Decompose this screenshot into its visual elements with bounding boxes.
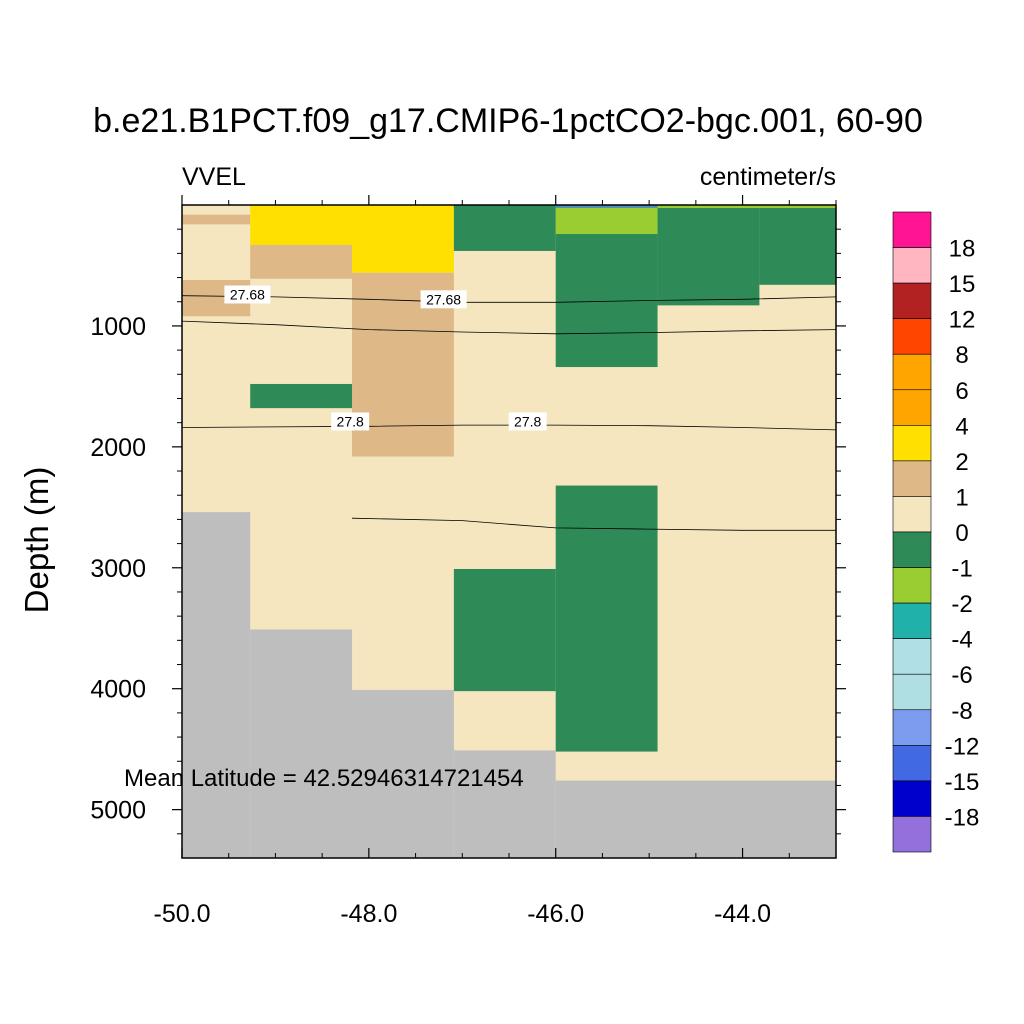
contour-label-0-0: 27.68	[230, 286, 265, 302]
contour-label-box-0-0	[224, 285, 271, 304]
land-cell-3	[453, 750, 556, 858]
colorbar-label-3: 8	[955, 342, 968, 369]
field-cell-4	[352, 244, 454, 273]
field-cell-1	[182, 214, 251, 225]
x-tick-label-1: -48.0	[340, 900, 397, 928]
contour-label-2-1: 27.8	[514, 413, 541, 429]
y-tick-label-0: 1000	[90, 313, 146, 341]
density-contours: 27.68 27.68 27.8 27.8	[181, 285, 837, 531]
colorbar-label-15: -15	[945, 769, 980, 796]
x-tick-label-0: -50.0	[154, 900, 211, 928]
field-cell-5	[250, 244, 353, 279]
colorbar-box-14	[892, 709, 932, 746]
colorbar-box-10	[892, 567, 932, 604]
colorbar-label-16: -18	[945, 804, 980, 831]
field-cell-12	[759, 205, 836, 285]
colorbar-box-15	[892, 745, 932, 782]
y-tick-label-3: 4000	[90, 676, 146, 704]
surface-strip-1	[555, 205, 658, 208]
colorbar-label-0: 18	[949, 236, 976, 263]
surface-strip-2	[657, 205, 836, 208]
land-cell-1	[250, 629, 353, 858]
colorbar-box-0	[892, 211, 932, 248]
colorbar-label-14: -12	[945, 733, 980, 760]
colorbar-label-13: -8	[951, 698, 972, 725]
colorbar-box-7	[892, 460, 932, 497]
field-cell-13	[555, 485, 658, 752]
contour-label-2-0: 27.8	[337, 413, 364, 429]
axis-ticks: -50.0 -48.0 -46.0 -44.0 1000 2000 3000 4000 5000	[90, 195, 846, 928]
colorbar-box-12	[892, 638, 932, 675]
colorbar-label-11: -4	[951, 627, 972, 654]
colorbar-box-2	[892, 282, 932, 319]
colorbar-box-1	[892, 247, 932, 284]
contour-label-box-2-1	[508, 412, 547, 431]
mean-latitude-annotation: Mean Latitude = 42.52946314721454	[124, 765, 524, 792]
colorbar-box-9	[892, 531, 932, 568]
x-tick-label-2: -46.0	[527, 900, 584, 928]
field-cell-7	[250, 383, 353, 409]
field-cell-14	[453, 568, 556, 692]
y-tick-label-2: 3000	[90, 555, 146, 583]
colorbar-label-6: 2	[955, 449, 968, 476]
land-cell-0	[182, 512, 251, 858]
colorbar: 18 15 12 8 6 4 2 1 0 -1 -2 -4 -6 -8 -12 -15 -18	[892, 211, 980, 853]
colorbar-box-16	[892, 780, 932, 817]
field-cell-3	[250, 205, 454, 245]
colorbar-box-3	[892, 318, 932, 355]
contour-line-0	[181, 295, 837, 303]
colorbar-box-11	[892, 602, 932, 639]
y-tick-label-4: 5000	[90, 797, 146, 825]
surface-strip-0	[453, 205, 556, 208]
contour-line-3	[351, 517, 836, 531]
land-cell-4	[555, 780, 836, 858]
field-cell-11	[657, 205, 760, 306]
colorbar-label-7: 1	[955, 484, 968, 511]
colorbar-label-10: -2	[951, 591, 972, 618]
y-axis-label: Depth (m)	[18, 467, 55, 614]
contour-label-box-2-0	[331, 412, 370, 431]
land-cell-2	[352, 689, 454, 858]
contour-label-0-1: 27.68	[426, 291, 461, 307]
colorbar-label-12: -6	[951, 662, 972, 689]
colorbar-label-1: 15	[949, 271, 976, 298]
field-cell-10	[555, 205, 658, 235]
colorbar-label-5: 4	[955, 413, 968, 440]
surface-strip	[453, 205, 836, 208]
contour-line-1	[181, 320, 837, 335]
colorbar-label-9: -1	[951, 556, 972, 583]
colorbar-box-17	[892, 816, 932, 853]
variable-label: VVEL	[182, 163, 246, 191]
chart-title: b.e21.B1PCT.f09_g17.CMIP6-1pctCO2-bgc.00…	[93, 102, 923, 140]
contour-label-box-0-1	[420, 290, 467, 309]
colorbar-label-4: 6	[955, 378, 968, 405]
land-mask	[182, 512, 836, 858]
colorbar-box-8	[892, 496, 932, 533]
units-label: centimeter/s	[700, 163, 836, 191]
colorbar-box-13	[892, 673, 932, 711]
y-tick-label-1: 2000	[90, 434, 146, 462]
colorbar-label-2: 12	[949, 307, 976, 334]
colorbar-box-5	[892, 389, 932, 426]
field-cell-8	[453, 205, 556, 251]
colorbar-box-6	[892, 425, 932, 462]
x-tick-label-3: -44.0	[714, 900, 771, 928]
colorbar-label-8: 0	[955, 520, 968, 547]
colorbar-box-4	[892, 353, 932, 391]
